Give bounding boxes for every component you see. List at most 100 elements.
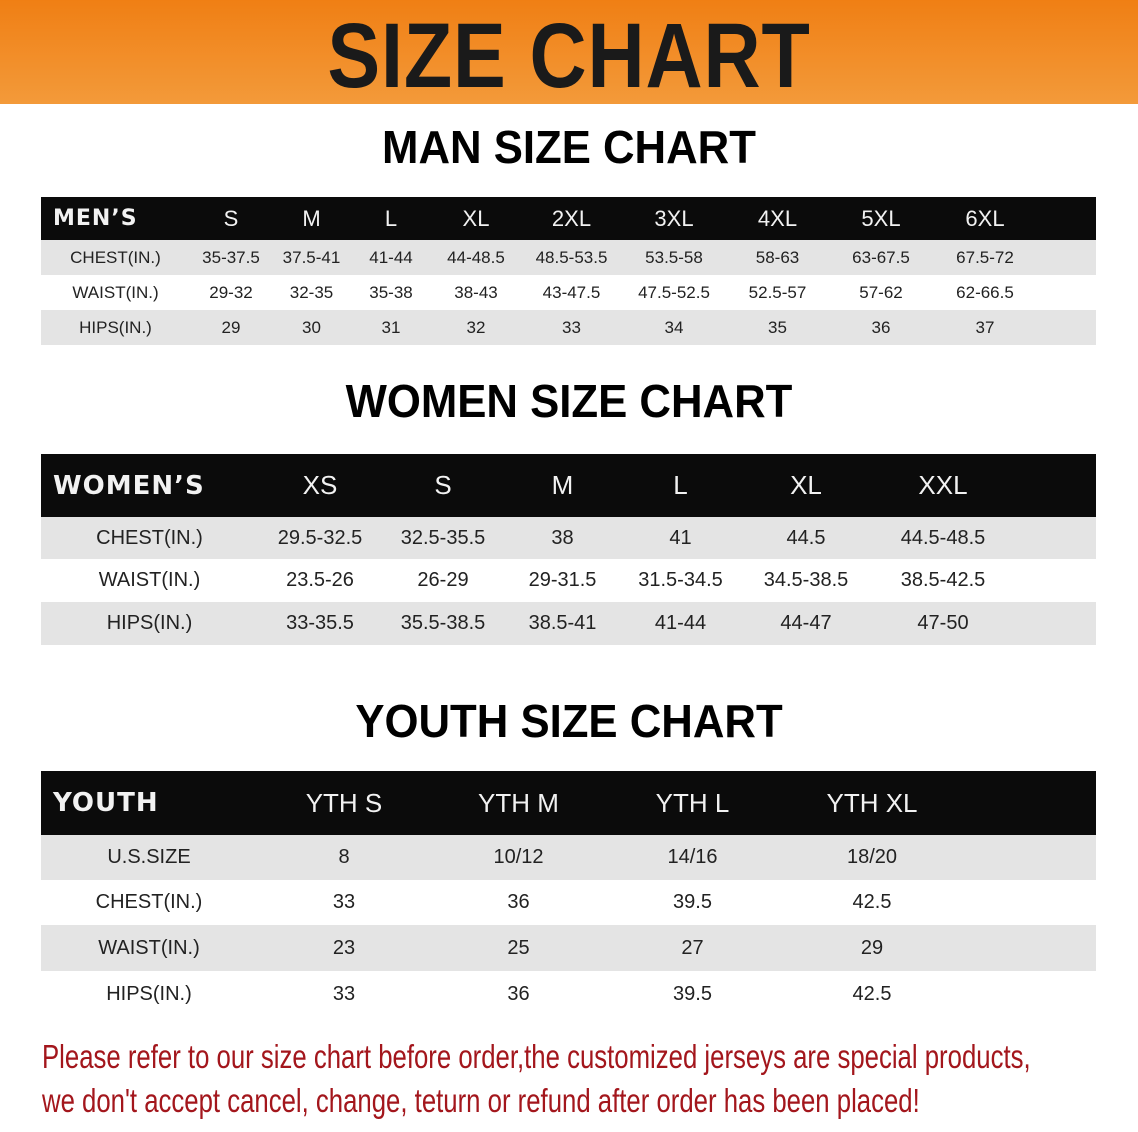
table-cell: 23 [332,936,356,959]
table-row: HIPS(IN.) 33-35.5 35.5-38.5 38.5-41 41-44 44-… [41,602,1096,645]
size-header-cell: YTH S [305,787,383,818]
men-section-title: MAN SIZE CHART [382,121,756,173]
table-header-label: WOMEN’S [53,470,205,501]
measure-label: U.S.SIZE [107,846,191,868]
banner-title: SIZE CHART [327,5,811,107]
measure-label: HIPS(IN.) [79,317,152,337]
table-cell: 41-44 [654,612,707,634]
table-cell: 44-47 [780,612,832,634]
table-cell: 33-35.5 [286,612,354,634]
table-cell: 29.5-32.5 [277,526,363,549]
measure-label: WAIST(IN.) [72,282,159,302]
table-cell: 67.5-72 [956,247,1014,267]
size-header-cell: S [223,205,239,231]
table-header-row: MEN’S S M L XL 2XL 3XL 4XL 5XL 6XL [41,197,1096,240]
size-header-cell: YTH M [478,787,559,818]
table-cell: 36 [507,891,530,913]
table-row: CHEST(IN.) 35-37.5 37.5-41 41-44 44-48.5 48.5… [41,240,1096,275]
table-cell: 39.5 [673,982,712,1005]
table-cell: 57-62 [859,282,903,302]
size-header-cell: L [673,470,688,500]
table-cell: 26-29 [417,569,469,591]
table-cell: 47-50 [917,612,969,634]
table-cell: 33 [332,982,356,1005]
table-cell: 10/12 [493,846,544,868]
table-cell: 44-48.5 [447,247,505,267]
table-cell: 38.5-42.5 [900,569,986,591]
table-cell: 33 [562,317,581,337]
table-cell: 43-47.5 [542,282,601,302]
table-cell: 38.5-41 [528,612,597,634]
table-cell: 35-37.5 [202,247,260,267]
size-header-cell: YTH L [655,787,730,818]
size-header-cell: 4XL [757,205,798,231]
size-header-cell: S [434,470,452,500]
measure-label: CHEST(IN.) [96,526,203,549]
table-cell: 34 [664,317,684,337]
size-header-cell: 6XL [965,205,1005,231]
measure-label: HIPS(IN.) [106,982,192,1005]
size-header-cell: 2XL [551,205,592,231]
women-section-title: WOMEN SIZE CHART [345,375,793,427]
table-cell: 32 [466,317,486,337]
table-row: WAIST(IN.) 23.5-26 26-29 29-31.5 31.5-34.5 34… [41,559,1096,602]
table-cell: 53.5-58 [645,247,703,267]
table-cell: 38 [551,526,574,549]
size-header-cell: 3XL [654,205,694,231]
youth-section-title: YOUTH SIZE CHART [355,695,783,747]
youth-size-table: YOUTH YTH S YTH M YTH L YTH XL U.S.SIZE 8 10/12… [41,771,1096,1017]
table-cell: 27 [681,936,704,959]
women-size-table: WOMEN’S XS S M L XL XXL CHEST(IN.) 29.5-32.5 32.5… [41,454,1096,645]
table-cell: 35.5-38.5 [400,612,486,634]
table-cell: 62-66.5 [956,282,1014,302]
table-cell: 36 [871,317,891,337]
note-line-1: Please refer to our size chart before or… [42,1038,1031,1075]
measure-label: WAIST(IN.) [98,936,200,959]
table-row: WAIST(IN.) 23 25 27 29 [41,925,1096,971]
table-cell: 33 [332,891,356,913]
size-header-cell: XXL [918,470,968,500]
table-cell: 41 [669,526,692,549]
table-cell: 42.5 [852,891,892,913]
table-cell: 42.5 [852,982,892,1005]
table-cell: 63-67.5 [852,247,910,267]
table-cell: 44.5 [786,526,826,549]
table-row: CHEST(IN.) 29.5-32.5 32.5-35.5 38 41 44.5 44.5… [41,517,1096,559]
table-cell: 48.5-53.5 [535,247,608,267]
table-header-label: YOUTH [53,788,159,818]
size-header-cell: M [551,470,574,500]
table-cell: 31 [381,317,401,337]
table-cell: 38-43 [454,282,498,302]
table-cell: 29 [860,936,884,959]
table-cell: 31.5-34.5 [638,569,723,591]
size-header-cell: M [302,205,321,231]
table-cell: 36 [507,982,530,1005]
table-cell: 39.5 [673,891,712,913]
table-cell: 41-44 [369,247,413,267]
table-cell: 14/16 [667,846,718,868]
size-header-cell: XL [790,470,822,500]
table-cell: 18/20 [846,846,898,868]
table-header-row: YOUTH YTH S YTH M YTH L YTH XL [41,771,1096,835]
table-row: CHEST(IN.) 33 36 39.5 42.5 [41,880,1096,925]
table-cell: 25 [507,936,530,959]
size-header-cell: YTH XL [826,787,918,818]
size-header-cell: XL [462,205,490,231]
table-cell: 34.5-38.5 [763,569,849,591]
table-header-label: MEN’S [53,206,138,231]
table-row: HIPS(IN.) 33 36 39.5 42.5 [41,971,1096,1017]
measure-label: CHEST(IN.) [70,247,161,267]
size-header-cell: XS [302,470,338,500]
table-cell: 35 [768,317,787,337]
table-row: HIPS(IN.) 29 30 31 32 33 34 35 36 37 [41,310,1096,345]
table-cell: 29-31.5 [528,569,597,591]
table-cell: 23.5-26 [286,569,354,591]
banner: SIZE CHART [0,0,1138,107]
measure-label: CHEST(IN.) [95,891,203,913]
table-cell: 32-35 [289,282,334,302]
size-header-cell: L [384,205,398,231]
table-cell: 8 [338,846,350,868]
men-size-table: MEN’S S M L XL 2XL 3XL 4XL 5XL 6XL CHEST(IN.) 35-37… [41,197,1096,345]
measure-label: WAIST(IN.) [98,569,201,591]
table-cell: 37 [975,317,995,337]
